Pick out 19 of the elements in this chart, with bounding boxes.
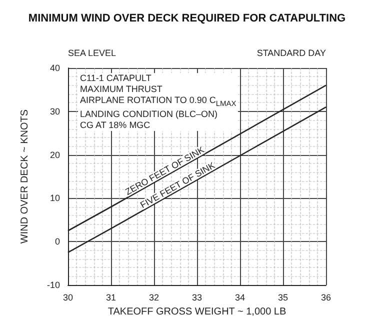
y-axis-title: WIND OVER DECK ~ KNOTS — [20, 109, 30, 244]
chart-title: MINIMUM WIND OVER DECK REQUIRED FOR CATAPULTING — [28, 12, 346, 24]
y-tick-label: 30 — [50, 106, 60, 116]
x-tick-label: 34 — [234, 292, 246, 302]
x-axis-title: TAKEOFF GROSS WEIGHT ~ 1,000 LB — [108, 306, 286, 318]
x-tick-label: 31 — [106, 292, 116, 302]
x-tick-label: 36 — [320, 292, 332, 302]
x-tick-label: 35 — [278, 292, 288, 302]
x-tick-label: 30 — [62, 292, 74, 302]
y-tick-label: 0 — [54, 236, 60, 247]
y-tick-label: 20 — [50, 150, 60, 160]
text: SEA LEVEL — [68, 48, 116, 59]
y-tick-label: 10 — [50, 193, 60, 204]
x-tick-label: 33 — [192, 292, 202, 302]
annotation: C11-1 CATAPULT MAXIMUM THRUST AIRPLANE ROTATION TO 0.90 C$_{LMAX}$ LANDING CONDITION (BLC–ON) CG AT 18% MGC — [78, 73, 238, 131]
x-tick-label: 32 — [148, 292, 160, 302]
y-tick-label: -10 — [46, 280, 60, 290]
y-tick-label: 40 — [50, 63, 60, 73]
text: STANDARD DAY — [256, 48, 326, 59]
